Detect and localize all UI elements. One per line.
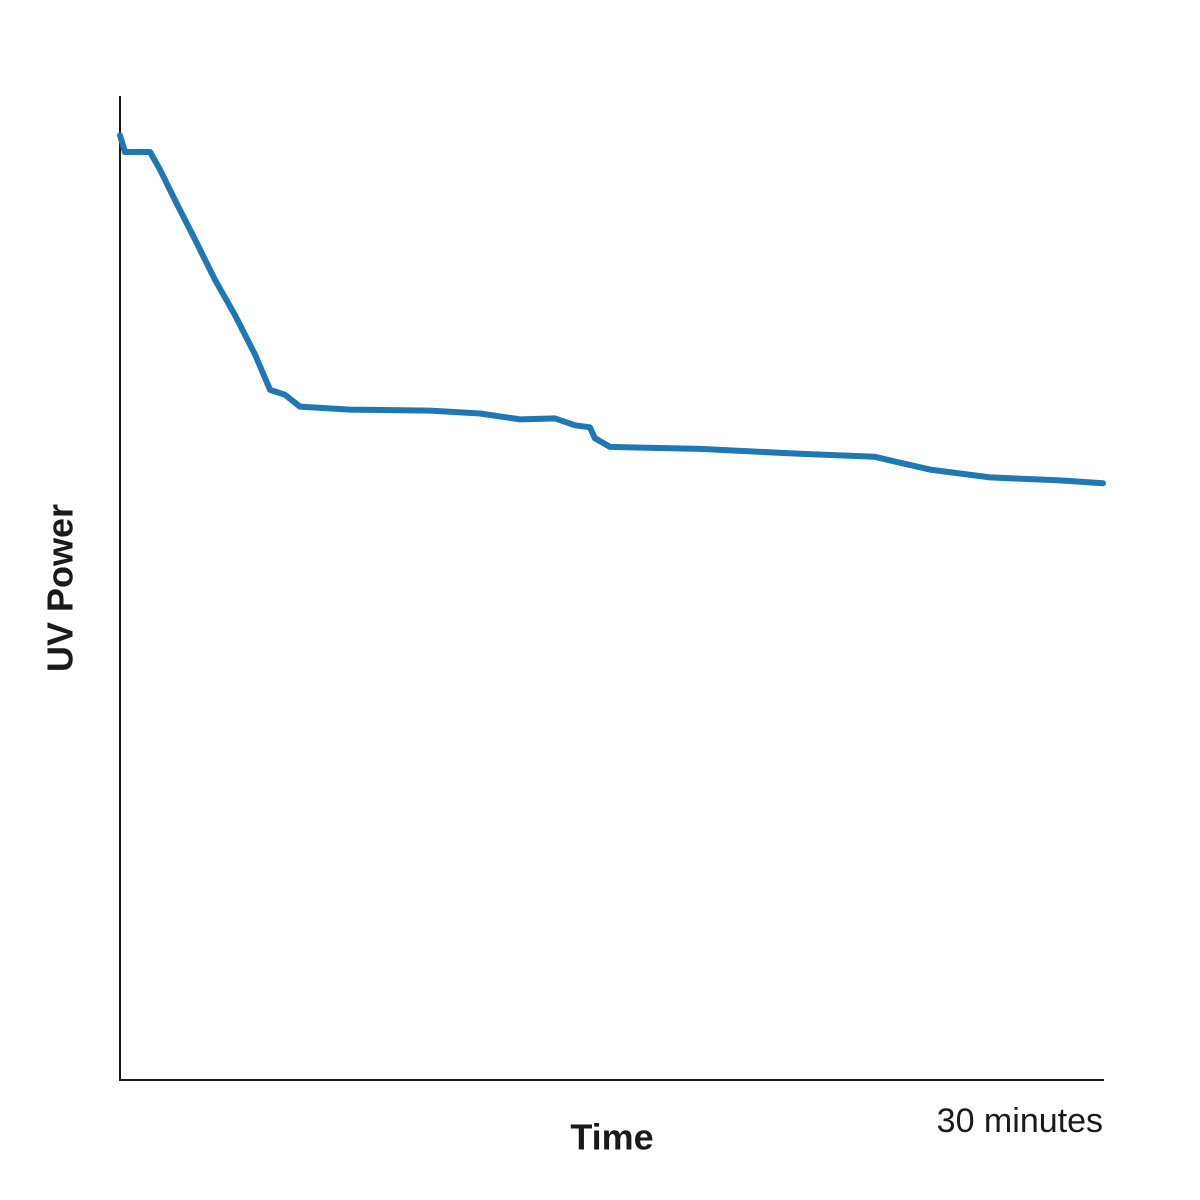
y-axis-label: UV Power [40,504,81,672]
x-tick-label: 30 minutes [937,1102,1103,1140]
data-line [117,132,1106,487]
x-axis-label: Time [570,1117,653,1158]
